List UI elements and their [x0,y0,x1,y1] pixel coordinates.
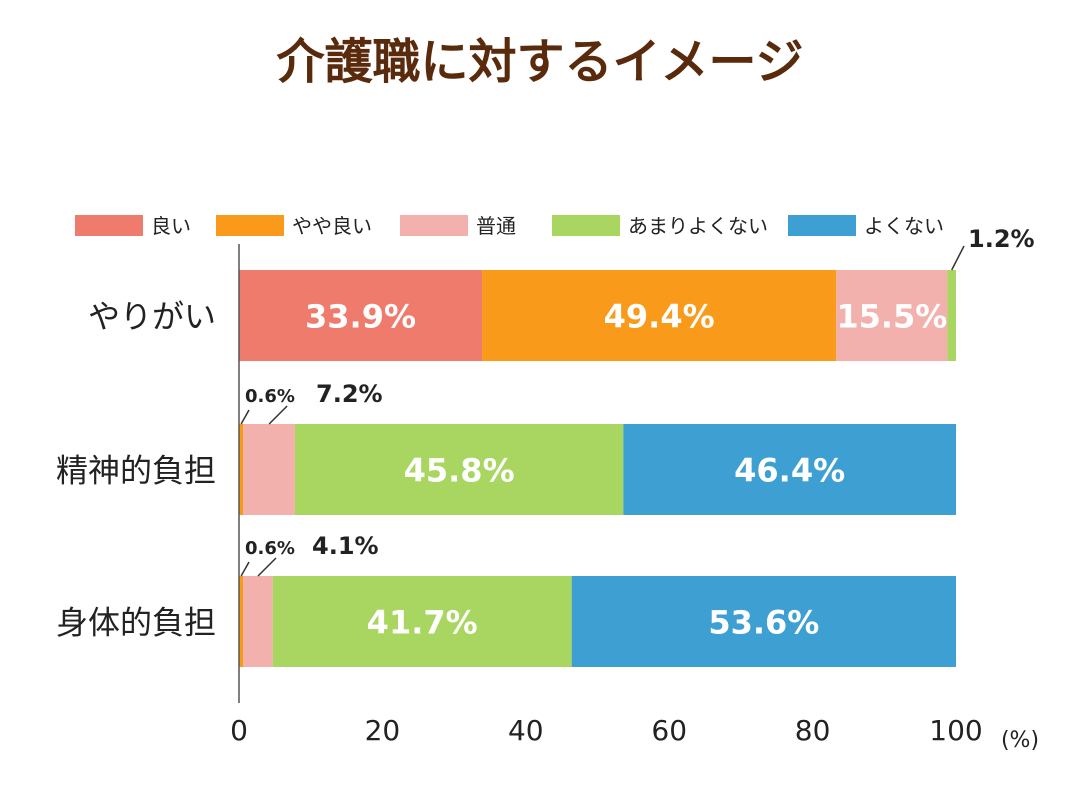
leader-line-3-2 [240,561,250,577]
bar-segment-2-4 [294,424,624,515]
data-label-1-1: 33.9% [305,298,416,336]
x-tick-label-4: 60 [651,714,687,747]
bar-segment-3-5 [571,576,956,667]
data-label-2-2: 0.6% [245,386,295,407]
bar-segment-2-2 [239,424,244,515]
legend-label-1: 良い [151,214,191,238]
legend-label-2: やや良い [292,214,372,238]
leader-line-1-4 [951,245,965,271]
x-axis-unit-label: (%) [1001,728,1039,753]
legend-label-5: よくない [864,214,944,238]
x-tick-label-3: 40 [508,714,544,747]
category-label-1: やりがい [88,298,216,336]
data-label-1-4: 1.2% [968,225,1035,253]
data-label-2-3: 7.2% [316,380,383,408]
leader-line-2-2 [240,409,250,425]
bar-segment-3-4 [272,576,572,667]
legend-swatch-3 [400,215,468,236]
bar-segment-1-2 [482,270,837,361]
x-axis: 0 20 40 60 80 100 [230,244,983,747]
bar-segment-3-3 [243,576,273,667]
leader-line-3-3 [257,557,277,577]
x-tick-label-2: 20 [365,714,401,747]
legend-label-3: 普通 [476,214,516,238]
bars: やりがい 33.9% 49.4% 15.5% 1.2% 精神的負担 0.6% 7.2% 45.8… [56,225,1035,667]
legend-label-4: あまりよくない [628,214,768,238]
legend-swatch-2 [216,215,284,236]
legend: 良い やや良い 普通 あまりよくない よくない [75,214,944,238]
category-label-2: 精神的負担 [56,452,216,490]
bar-segment-3-2 [239,576,244,667]
bar-segment-2-3 [243,424,295,515]
data-label-2-5: 46.4% [734,452,845,490]
bar-segment-1-3 [836,270,948,361]
x-tick-label-1: 0 [230,714,248,747]
legend-swatch-5 [788,215,856,236]
chart-title: 介護職に対するイメージ [276,34,803,90]
data-label-3-2: 0.6% [245,538,295,559]
data-label-1-2: 49.4% [604,298,715,336]
leader-line-2-3 [268,405,288,425]
bar-segment-2-5 [623,424,956,515]
bar-segment-1-1 [239,270,483,361]
data-label-3-3: 4.1% [312,532,379,560]
x-tick-label-5: 80 [795,714,831,747]
bar-segment-1-4 [947,270,956,361]
category-label-3: 身体的負担 [56,604,216,642]
x-tick-label-6: 100 [929,714,982,747]
legend-swatch-4 [552,215,620,236]
data-label-2-4: 45.8% [404,452,515,490]
data-label-3-4: 41.7% [367,604,478,642]
data-label-3-5: 53.6% [708,604,819,642]
legend-swatch-1 [75,215,143,236]
data-label-1-3: 15.5% [836,298,947,336]
